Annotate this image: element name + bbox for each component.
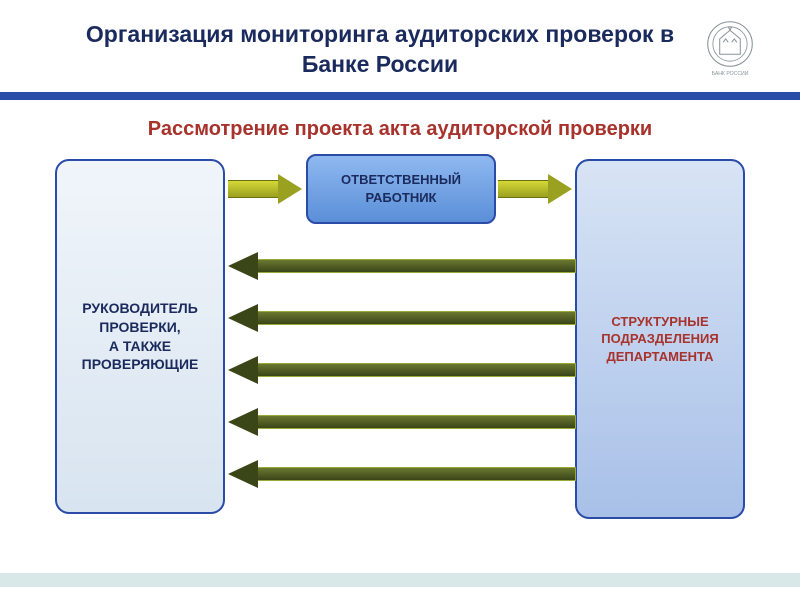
box-auditor-lead: РУКОВОДИТЕЛЬ ПРОВЕРКИ,А ТАКЖЕПРОВЕРЯЮЩИЕ	[55, 159, 225, 514]
svg-text:БАНК РОССИИ: БАНК РОССИИ	[712, 71, 749, 77]
footer-bar	[0, 573, 800, 587]
flowchart-diagram: РУКОВОДИТЕЛЬ ПРОВЕРКИ,А ТАКЖЕПРОВЕРЯЮЩИЕ…	[0, 159, 800, 559]
box-right-label: СТРУКТУРНЫЕПОДРАЗДЕЛЕНИЯДЕПАРТАМЕНТА	[601, 313, 718, 366]
page-title: Организация мониторинга аудиторских пров…	[80, 20, 680, 80]
feedback-arrow-1	[228, 303, 576, 333]
subtitle: Рассмотрение проекта акта аудиторской пр…	[0, 118, 800, 141]
box-responsible-worker: ОТВЕТСТВЕННЫЙРАБОТНИК	[306, 154, 496, 224]
header-divider	[0, 92, 800, 100]
box-top-label: ОТВЕТСТВЕННЫЙРАБОТНИК	[341, 171, 461, 206]
feedback-arrow-3	[228, 407, 576, 437]
flow-arrow-top-1	[498, 174, 572, 204]
bank-russia-logo: БАНК РОССИИ	[700, 20, 760, 80]
feedback-arrow-2	[228, 355, 576, 385]
feedback-arrow-4	[228, 459, 576, 489]
feedback-arrow-0	[228, 251, 576, 281]
box-structural-units: СТРУКТУРНЫЕПОДРАЗДЕЛЕНИЯДЕПАРТАМЕНТА	[575, 159, 745, 519]
flow-arrow-top-0	[228, 174, 302, 204]
box-left-label: РУКОВОДИТЕЛЬ ПРОВЕРКИ,А ТАКЖЕПРОВЕРЯЮЩИЕ	[65, 299, 215, 375]
